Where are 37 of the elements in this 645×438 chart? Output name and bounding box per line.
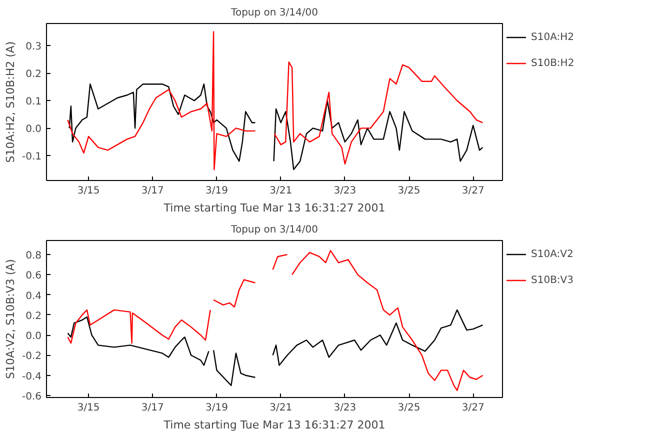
- y-axis-title: S10A:H2, S10B:H2 (A): [4, 41, 17, 163]
- y-axis-title: S10A:V2, S10B:V3 (A): [4, 259, 17, 379]
- y-tick-label: 0.0: [26, 124, 42, 136]
- x-tick-label: 3/23: [334, 186, 356, 196]
- chart-title: Topup on 3/14/00: [230, 224, 318, 236]
- x-tick-label: 3/17: [141, 402, 164, 414]
- x-tick-label: 3/27: [462, 402, 484, 414]
- x-tick-label: 3/19: [206, 402, 228, 414]
- x-tick-label: 3/15: [77, 402, 100, 414]
- x-tick-label: 3/21: [270, 186, 292, 196]
- x-tick-label: 3/23: [334, 402, 356, 414]
- y-tick-label: 0.2: [26, 69, 42, 80]
- legend-label: S10A:H2: [531, 32, 574, 42]
- x-axis-title: Time starting Tue Mar 13 16:31:27 2001: [162, 202, 386, 214]
- y-tick-label: 0.2: [26, 310, 42, 322]
- legend-label: S10B:V3: [531, 274, 574, 286]
- y-tick-label: 0.6: [26, 270, 42, 282]
- y-tick-label: -0.4: [22, 371, 42, 382]
- y-tick-label: 0.4: [26, 290, 42, 302]
- x-tick-label: 3/27: [462, 186, 484, 196]
- legend-label: S10B:H2: [531, 58, 574, 68]
- y-tick-label: -0.1: [22, 152, 42, 163]
- legend-label: S10A:V2: [531, 248, 574, 260]
- y-tick-label: -0.2: [22, 351, 42, 362]
- y-tick-label: 0.3: [26, 42, 42, 53]
- chart-title: Topup on 3/14/00: [230, 8, 318, 18]
- y-tick-label: 0.0: [26, 331, 42, 342]
- x-tick-label: 3/21: [270, 402, 292, 414]
- x-tick-label: 3/19: [206, 186, 228, 196]
- x-axis-title: Time starting Tue Mar 13 16:31:27 2001: [162, 418, 386, 432]
- x-tick-label: 3/25: [398, 402, 420, 414]
- y-tick-label: -0.6: [22, 391, 42, 402]
- x-tick-label: 3/15: [77, 186, 100, 196]
- y-tick-label: 0.1: [26, 96, 42, 108]
- x-tick-label: 3/17: [141, 186, 164, 196]
- y-tick-label: 0.8: [26, 250, 42, 262]
- x-tick-label: 3/25: [398, 186, 420, 196]
